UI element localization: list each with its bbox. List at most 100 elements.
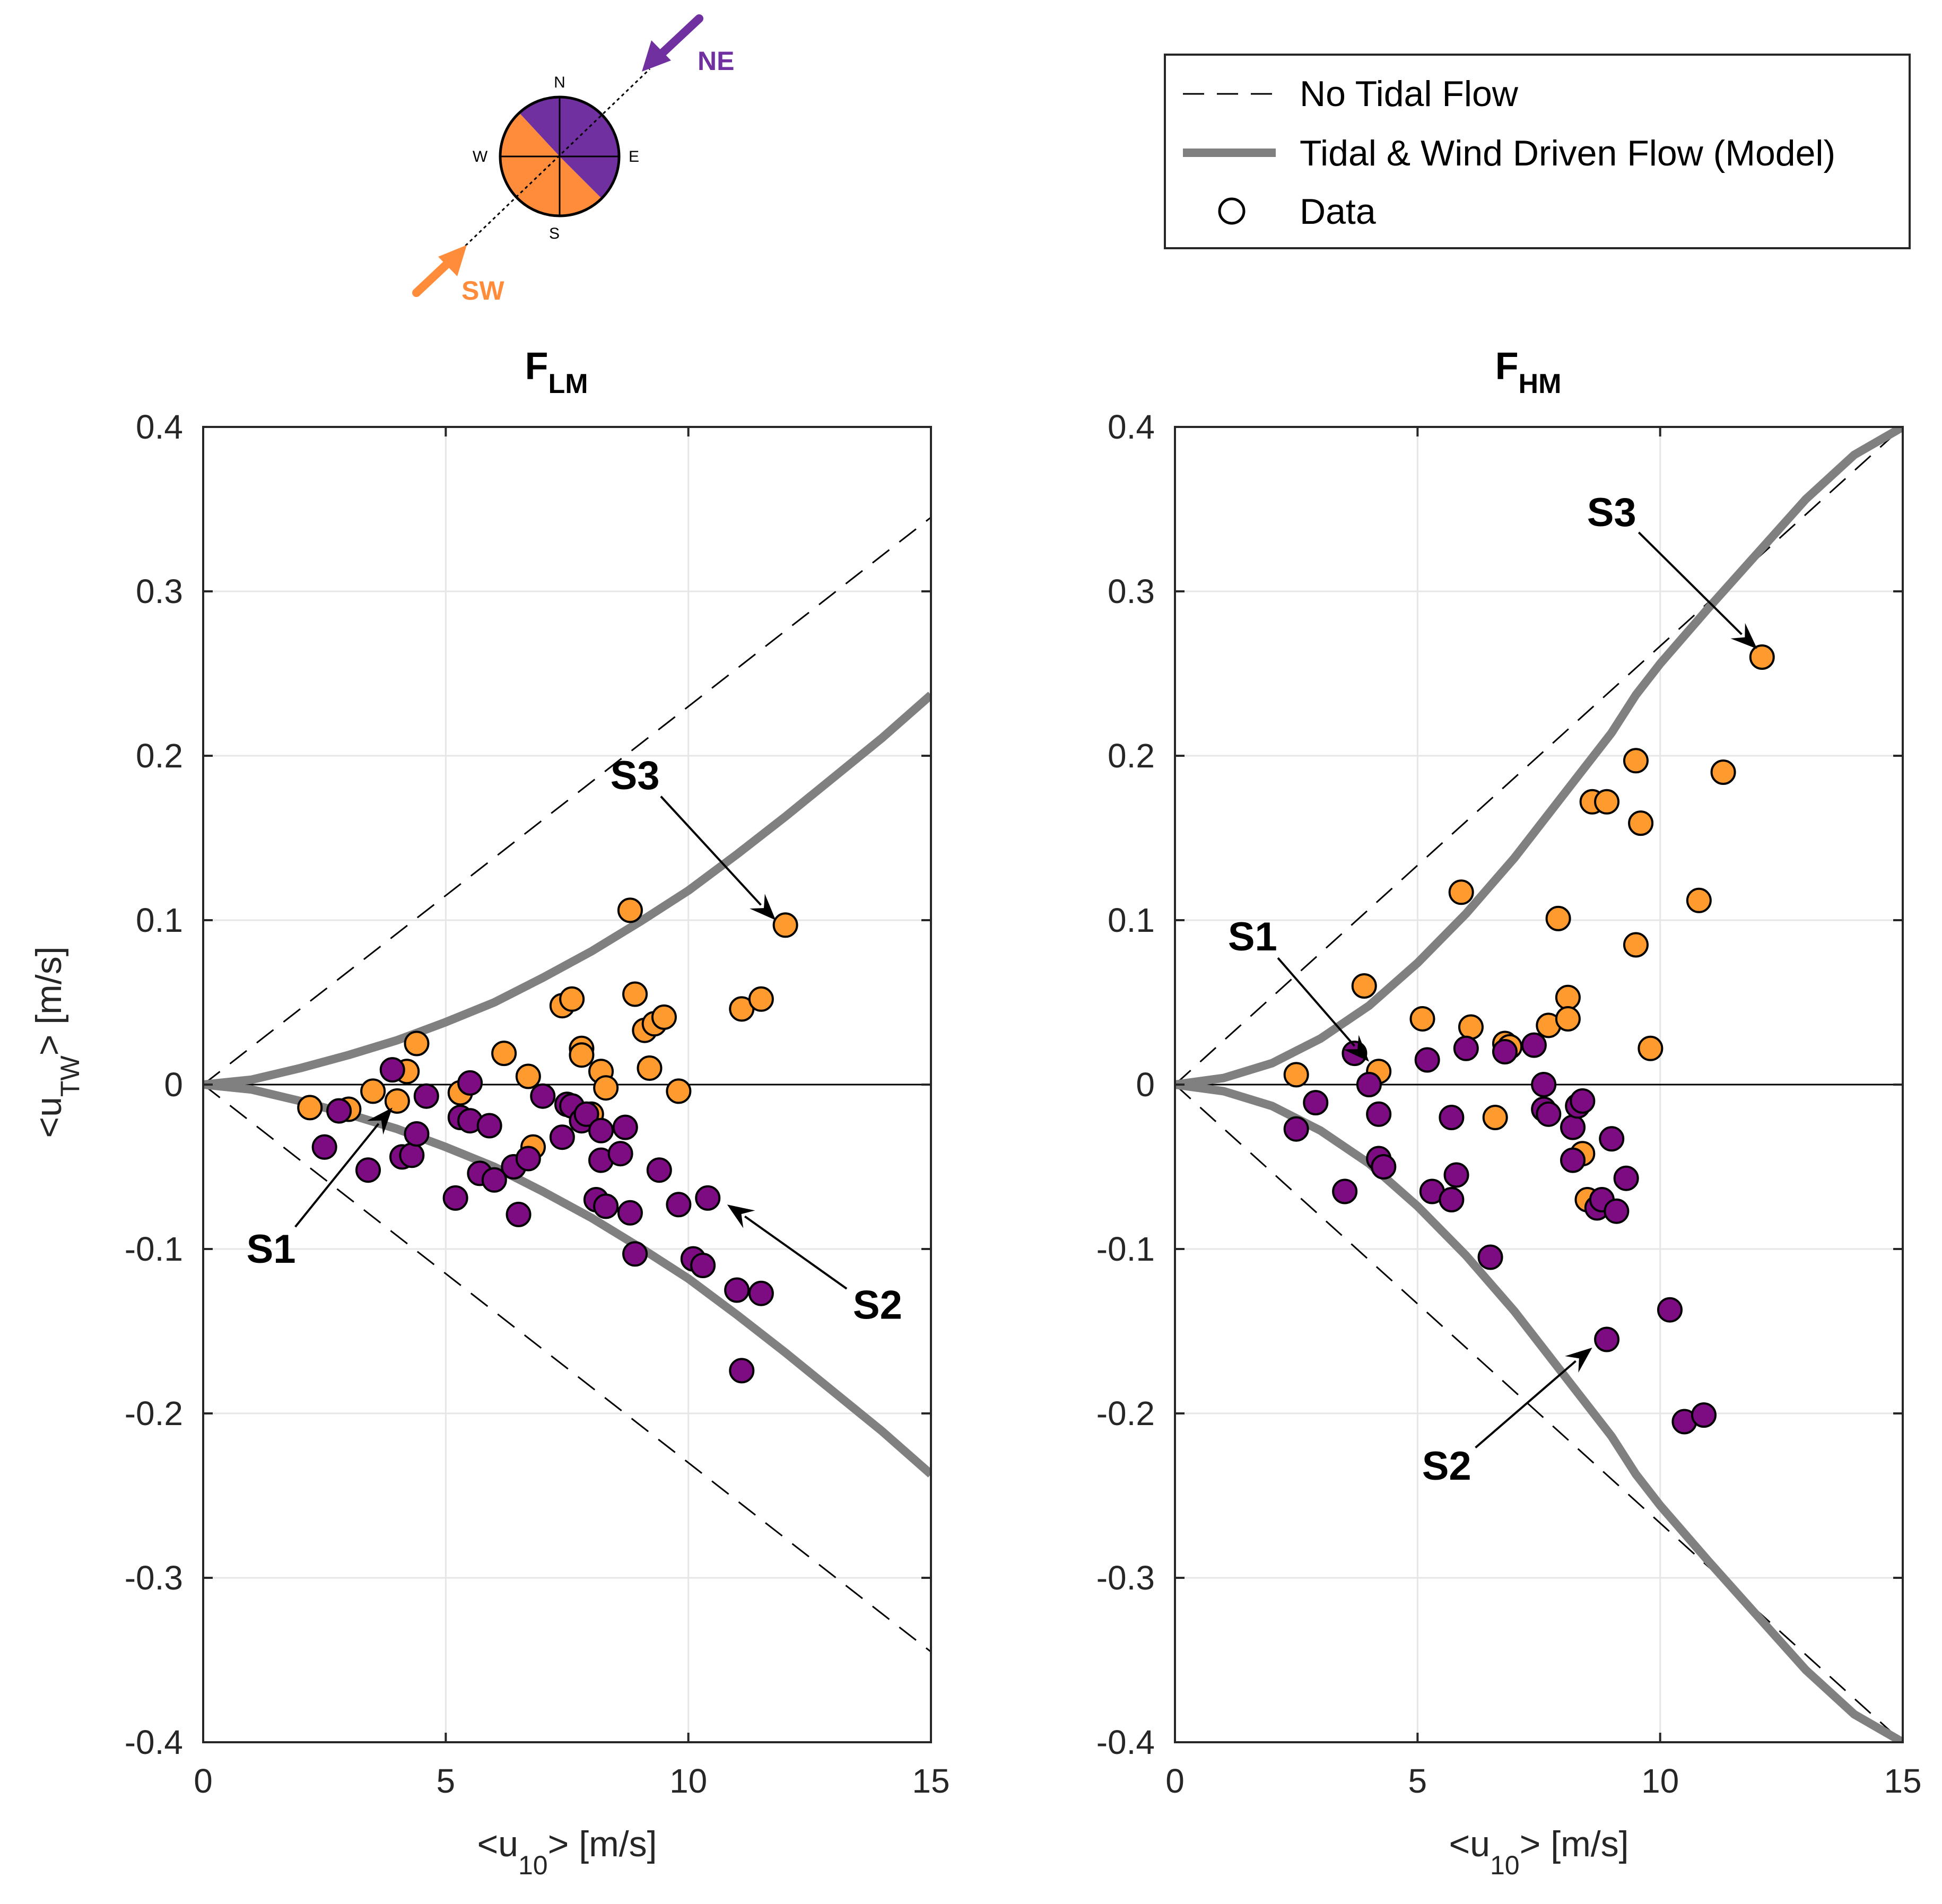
data-point [1283,1116,1309,1142]
y-tick-label: 0 [1136,1065,1155,1104]
data-point [1332,1178,1358,1204]
data-point [457,1070,483,1096]
annotation-label: S1 [1228,914,1277,959]
compass-ne-label: NE [698,46,734,76]
legend-box [1164,54,1911,249]
y-tick-label: 0.3 [1108,572,1155,610]
y-tick-label: -0.4 [1096,1723,1155,1761]
y-tick-label: 0.1 [136,901,183,939]
data-point [1477,1244,1503,1270]
data-point [379,1057,405,1083]
y-tick-label: -0.4 [125,1723,183,1761]
annotation-arrow-line [744,1215,848,1290]
y-tick-label: 0.3 [136,572,183,610]
data-point [772,912,798,938]
annotation-s3: S3 [1587,490,1757,649]
data-point [1657,1297,1683,1323]
data-point [1482,1105,1508,1130]
chart-title-main: F [525,345,548,388]
data-point [1356,1072,1382,1097]
data-point [297,1095,323,1121]
data-point [607,1141,633,1167]
data-point [481,1167,507,1193]
data-point [326,1098,352,1124]
model-upper-curve [1175,427,1903,1089]
compass-ne-sector [560,97,619,170]
y-axis-label-main: <u [29,1097,69,1138]
y-tick-label: -0.2 [125,1394,183,1433]
y-axis-label-subscript: TW [55,1055,85,1097]
panel-flm: S1 S2 S3 0 5 10 15 -0.4 -0.3 -0.2 -0.1 0 0.1 0.2 0.3 0.… [29,345,950,1880]
annotation-label: S2 [1422,1444,1471,1489]
data-point [1628,810,1654,836]
annotation-arrow-head [367,1107,393,1135]
y-axis-label: <uTW> [m/s] [29,946,85,1138]
data-point [724,1277,750,1303]
data-point [1594,1326,1620,1352]
data-point [1303,1090,1329,1116]
data-point [1439,1105,1465,1130]
x-axis-label: <u10> [m/s] [1449,1824,1629,1880]
x-axis-label-end: > [m/s] [548,1824,657,1864]
data-point [515,1146,541,1172]
data-point [666,1192,692,1218]
compass-n-sector [519,97,560,156]
data-point [355,1157,381,1183]
chart-title: FLM [525,345,588,399]
data-point [690,1253,716,1278]
data-point [311,1134,337,1160]
y-tick-label: -0.3 [125,1559,183,1597]
data-point [559,986,585,1012]
data-point [748,1280,774,1306]
annotation-label: S2 [853,1282,902,1327]
y-tick-label: 0.1 [1108,901,1155,939]
data-point [1623,932,1649,958]
compass-s-label: S [549,225,560,242]
data-point [491,1041,517,1067]
y-tick-label: -0.3 [1096,1559,1155,1597]
compass-w-sector [500,113,560,156]
data-point [1555,1006,1581,1032]
annotation-arrow-head [1730,623,1757,649]
data-point [622,981,648,1007]
data-point [413,1083,439,1109]
legend-data-label: Data [1300,191,1376,232]
x-axis-label-main: <u [1449,1824,1490,1864]
data-point [666,1078,692,1104]
annotation-arrow-head [1343,1035,1369,1062]
legend-model-label: Tidal & Wind Driven Flow (Model) [1300,133,1835,173]
series-ne [1283,1032,1717,1435]
data-point [515,1063,541,1089]
x-tick-label: 0 [1165,1762,1185,1800]
data-point [1366,1101,1392,1127]
no-tidal-lower-line [1175,1084,1903,1742]
data-point [1623,748,1649,774]
chart-title-subscript: LM [548,369,588,399]
legend: No Tidal Flow Tidal & Wind Driven Flow (… [1164,54,1911,249]
chart-title: FHM [1495,345,1562,399]
tick-labels: 0 5 10 15 -0.4 -0.3 -0.2 -0.1 0 0.1 0.2 0.3 0.4 [125,408,950,1800]
no-tidal-upper-line [1175,427,1903,1086]
x-tick-label: 5 [437,1762,456,1800]
data-point [593,1193,619,1219]
legend-data-swatch [1218,197,1246,225]
data-point [1686,887,1712,913]
annotation-arrow-line [294,1123,380,1228]
ne-arrow-icon [642,14,703,72]
tick-labels: 0 5 10 15 -0.4 -0.3 -0.2 -0.1 0 0.1 0.2 0.3 0.4 [1096,408,1922,1800]
compass-inset: N S E W NE SW [412,14,734,305]
data-point [637,1055,663,1081]
data-point [1613,1165,1639,1191]
annotation-s1: S1 [1228,914,1369,1062]
data-point [1638,1035,1664,1061]
data-point [1555,984,1581,1010]
annotation-label: S3 [1587,490,1636,535]
compass-w-label: W [473,148,488,165]
data-point [1749,644,1775,670]
data-point [1448,879,1474,905]
reference-lines [203,517,931,1653]
data-point [1604,1198,1630,1224]
annotation-s3: S3 [611,753,776,920]
annotation-arrow-head [727,1204,755,1228]
